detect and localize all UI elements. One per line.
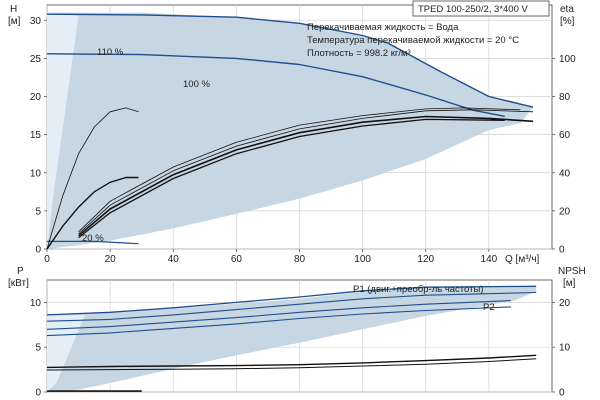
x-tick-label: 0 xyxy=(44,254,50,265)
series-line-2 xyxy=(47,240,139,245)
series-line-7 xyxy=(78,115,534,237)
npsh-axis-unit: [м] xyxy=(563,278,576,289)
series-line-6 xyxy=(78,109,534,235)
product-title-box xyxy=(412,0,550,17)
series-line-1 xyxy=(46,291,537,322)
y-right-tick-label: 100 xyxy=(559,54,576,65)
power-axis-unit: [кВт] xyxy=(8,278,29,289)
series-line-0 xyxy=(46,13,534,108)
power-npsh-panel: 0 5 10 0 10 20 P [кВт] NPSH [м] P1 (двиг.+пре… xyxy=(8,266,586,399)
head-axis-label: H xyxy=(10,4,17,15)
x-tick-label: 100 xyxy=(354,254,371,265)
y-right-tick-label: 10 xyxy=(559,343,571,354)
curve-label-20: 20 % xyxy=(82,233,104,244)
y-right-tick-label: 60 xyxy=(559,130,571,141)
y-left-tick-label: 25 xyxy=(30,54,42,65)
operating-range-band-light xyxy=(47,12,79,249)
info-temperature: Температура перекачиваемой жидкости = 20… xyxy=(307,35,519,46)
series-line-3 xyxy=(46,306,512,337)
y-left-tick-label: 0 xyxy=(35,388,41,399)
head-efficiency-panel: 0 20 40 60 80 100 120 140 0 5 10 15 20 25 30 0 20 40 60 80 1… xyxy=(8,0,576,265)
product-title: TPED 100-250/2, 3*400 V xyxy=(418,4,529,15)
y-left-tick-label: 5 xyxy=(35,206,41,217)
head-axis-unit: [м] xyxy=(8,16,21,27)
info-liquid: Перекачиваемая жидкость = Вода xyxy=(307,22,459,33)
y-right-tick-label: 20 xyxy=(559,206,571,217)
y-right-tick-label: 80 xyxy=(559,92,571,103)
power-axis-label: P xyxy=(17,266,24,277)
curve-label-p2: P2 xyxy=(483,302,495,313)
series-line-4 xyxy=(46,354,537,369)
npsh-axis-label: NPSH xyxy=(558,266,586,277)
x-tick-label: 20 xyxy=(105,254,117,265)
series-line-5 xyxy=(78,107,521,233)
x-tick-label: 80 xyxy=(294,254,306,265)
bottom-curves xyxy=(46,285,537,392)
y-left-tick-label: 5 xyxy=(35,343,41,354)
series-line-2 xyxy=(46,300,512,330)
efficiency-axis-unit: [%] xyxy=(560,16,575,27)
curve-label-110: 110 % xyxy=(97,47,124,58)
y-left-tick-label: 30 xyxy=(30,16,42,27)
y-left-tick-label: 20 xyxy=(30,92,42,103)
y-left-tick-label: 10 xyxy=(30,168,42,179)
top-curves xyxy=(46,13,534,250)
bottom-ticks: 0 5 10 0 10 20 xyxy=(30,298,571,399)
y-right-tick-label: 0 xyxy=(559,388,565,399)
top-ticks: 0 20 40 60 80 100 120 140 0 5 10 15 20 25 30 0 20 40 60 80 1… xyxy=(30,16,576,265)
x-tick-label: 60 xyxy=(231,254,243,265)
y-right-tick-label: 40 xyxy=(559,168,571,179)
series-line-5 xyxy=(46,358,537,371)
x-tick-label: 140 xyxy=(481,254,498,265)
series-line-8 xyxy=(78,118,505,239)
info-density: Плотность = 998.2 кг/м³ xyxy=(307,48,411,59)
efficiency-axis-label: eta xyxy=(560,4,574,15)
x-tick-label: 120 xyxy=(417,254,434,265)
y-left-tick-label: 10 xyxy=(30,298,42,309)
y-right-tick-label: 20 xyxy=(559,298,571,309)
y-right-tick-label: 0 xyxy=(559,245,565,256)
curve-label-p1: P1 (двиг.+преобр-ль частоты) xyxy=(353,284,483,295)
series-line-0 xyxy=(46,285,537,316)
x-tick-label: 40 xyxy=(168,254,180,265)
y-left-tick-label: 0 xyxy=(35,245,41,256)
series-line-4 xyxy=(46,176,139,250)
y-left-tick-label: 15 xyxy=(30,130,42,141)
series-line-3 xyxy=(46,107,139,250)
operating-range-band xyxy=(47,12,534,249)
flow-axis-label: Q [м³/ч] xyxy=(505,254,540,265)
curve-label-100: 100 % xyxy=(183,79,210,90)
